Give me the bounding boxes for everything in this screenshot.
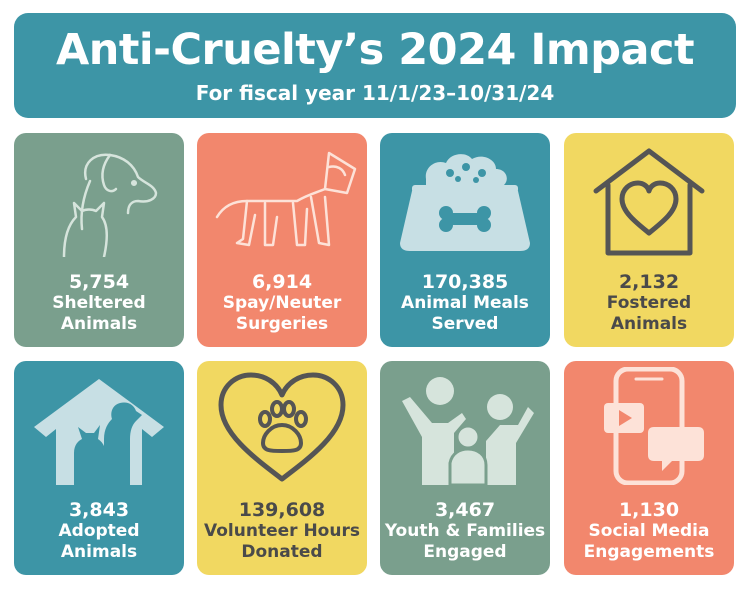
stat-value: 3,467: [434, 499, 496, 521]
house-heart-icon: [593, 148, 705, 256]
stat-label: Volunteer Hours Donated: [204, 521, 360, 562]
phone-media-icon: [604, 367, 704, 485]
stat-value: 139,608: [238, 499, 326, 521]
stat-label: Social Media Engagements: [583, 521, 715, 562]
stat-value: 1,130: [618, 499, 680, 521]
page-title: Anti-Cruelty’s 2024 Impact: [55, 25, 695, 75]
stat-value: 170,385: [421, 271, 509, 293]
heart-paw-icon: [218, 372, 346, 482]
stat-label: Sheltered Animals: [52, 293, 146, 334]
stat-card-social: 1,130 Social Media Engagements: [564, 361, 734, 575]
house-dog-cat-icon: [34, 379, 164, 485]
food-bowl-icon: [400, 154, 530, 251]
stat-value: 2,132: [618, 271, 680, 293]
stat-label: Fostered Animals: [606, 293, 692, 334]
stat-label: Youth & Families Engaged: [384, 521, 546, 562]
stat-card-spay-neuter: 6,914 Spay/Neuter Surgeries: [197, 133, 367, 347]
stat-label: Adopted Animals: [58, 521, 140, 562]
stat-value: 3,843: [68, 499, 130, 521]
stat-card-sheltered: 5,754 Sheltered Animals: [14, 133, 184, 347]
dog-cone-icon: [215, 151, 357, 247]
stat-label: Spay/Neuter Surgeries: [222, 293, 342, 334]
family-icon: [402, 377, 534, 485]
stat-value: 5,754: [68, 271, 130, 293]
stat-card-youth: 3,467 Youth & Families Engaged: [380, 361, 550, 575]
stat-card-meals: 170,385 Animal Meals Served: [380, 133, 550, 347]
dog-cat-outline-icon: [62, 153, 158, 257]
stat-card-fostered: 2,132 Fostered Animals: [564, 133, 734, 347]
stat-value: 6,914: [251, 271, 313, 293]
stat-card-adopted: 3,843 Adopted Animals: [14, 361, 184, 575]
stat-label: Animal Meals Served: [401, 293, 529, 334]
header-banner: Anti-Cruelty’s 2024 Impact For fiscal ye…: [14, 13, 736, 118]
stat-card-volunteer: 139,608 Volunteer Hours Donated: [197, 361, 367, 575]
page-subtitle: For fiscal year 11/1/23–10/31/24: [195, 81, 555, 105]
